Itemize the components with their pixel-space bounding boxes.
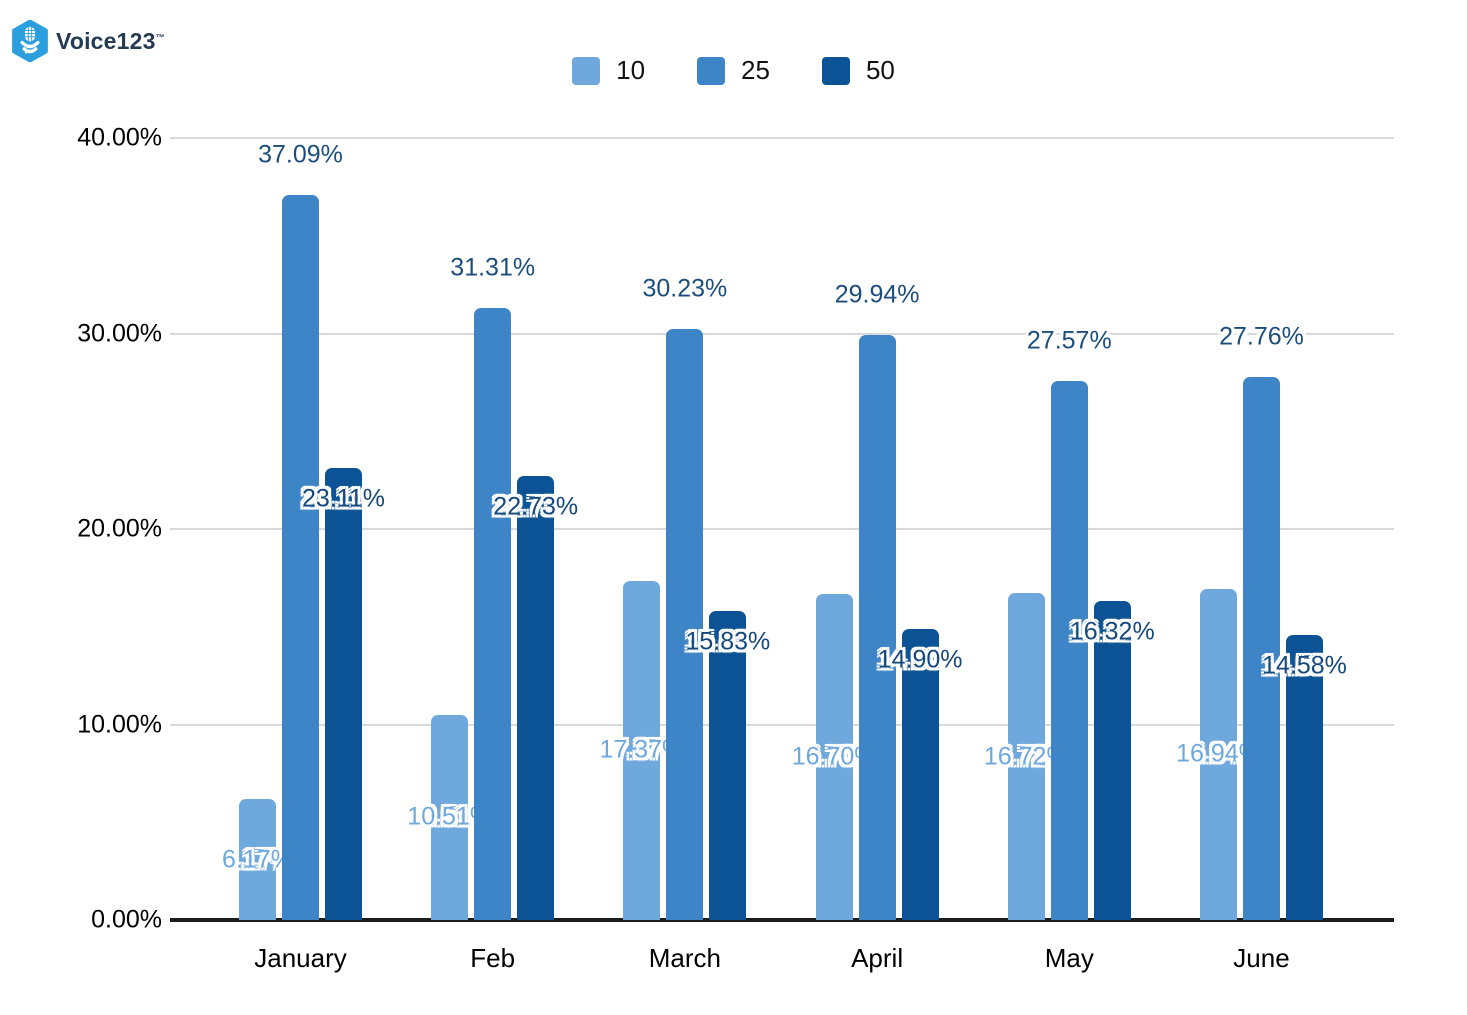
bar-march-10[interactable] [623, 580, 661, 920]
bar-feb-25[interactable] [474, 308, 512, 920]
legend-swatch-light-blue [572, 56, 601, 85]
bar-january-50[interactable] [325, 468, 362, 920]
y-axis-tick-0.00%: 0.00% [91, 905, 162, 934]
y-axis-tick-30.00%: 30.00% [77, 319, 162, 348]
y-axis-tick-40.00%: 40.00% [77, 123, 162, 152]
data-label-january-50: 23.11% [302, 484, 385, 513]
bar-january-25[interactable] [282, 195, 319, 920]
data-label-march-50: 15.83% [685, 627, 771, 656]
legend-item-10[interactable]: 10 [572, 55, 645, 86]
gridline-30.00% [170, 332, 1394, 335]
legend-swatch-dark-blue [821, 56, 850, 85]
data-label-january-25: 37.09% [258, 140, 343, 169]
data-label-may-25: 27.57% [1026, 326, 1112, 355]
microphone-hexagon-icon [12, 20, 48, 62]
data-label-january-10: 6.17% [222, 845, 293, 874]
x-axis-label-june: June [1233, 943, 1290, 973]
chart-legend: 10 25 50 [0, 55, 1467, 86]
legend-label: 10 [616, 55, 646, 85]
data-label-april-50: 14.90% [877, 645, 963, 674]
bar-may-10[interactable] [1007, 593, 1045, 920]
y-axis-tick-10.00%: 10.00% [77, 710, 162, 739]
bar-feb-10[interactable] [431, 714, 469, 920]
bar-march-25[interactable] [666, 329, 704, 920]
gridline-10.00% [170, 723, 1394, 726]
bar-june-50[interactable] [1286, 635, 1323, 920]
bar-may-25[interactable] [1050, 381, 1088, 920]
legend-item-50[interactable]: 50 [821, 55, 895, 86]
data-label-june-25: 27.76% [1219, 322, 1304, 351]
data-label-april-25: 29.94% [834, 280, 920, 309]
x-axis-label-feb: Feb [470, 943, 516, 973]
data-label-feb-25: 31.31% [450, 253, 536, 282]
x-axis-label-january: January [254, 943, 347, 973]
y-axis-tick-20.00%: 20.00% [77, 514, 162, 543]
legend-label: 50 [865, 55, 895, 85]
x-axis-label-march: March [648, 943, 722, 973]
brand-name: Voice123™ [56, 27, 165, 54]
data-label-feb-50: 22.73% [493, 492, 579, 521]
bar-feb-50[interactable] [517, 475, 555, 920]
bar-june-25[interactable] [1243, 377, 1280, 920]
gridline-20.00% [170, 528, 1394, 531]
data-label-march-25: 30.23% [642, 274, 728, 303]
data-label-june-50: 14.58% [1262, 651, 1347, 680]
bar-april-10[interactable] [815, 593, 853, 920]
bar-april-50[interactable] [901, 628, 939, 920]
bar-april-25[interactable] [858, 334, 896, 920]
legend-swatch-medium-blue [697, 56, 726, 85]
legend-label: 25 [741, 55, 770, 85]
legend-item-25[interactable]: 25 [697, 55, 770, 86]
bar-june-10[interactable] [1200, 588, 1237, 920]
x-axis-label-april: April [851, 943, 904, 973]
trademark-symbol: ™ [155, 31, 165, 42]
bar-january-10[interactable] [239, 799, 276, 920]
x-axis-label-may: May [1044, 943, 1094, 973]
bar-march-50[interactable] [709, 610, 747, 920]
x-axis-line [170, 918, 1394, 922]
data-label-may-50: 16.32% [1069, 617, 1155, 646]
gridline-40.00% [170, 137, 1394, 140]
bar-may-50[interactable] [1093, 601, 1131, 920]
voice123-logo[interactable]: Voice123™ [12, 20, 165, 62]
